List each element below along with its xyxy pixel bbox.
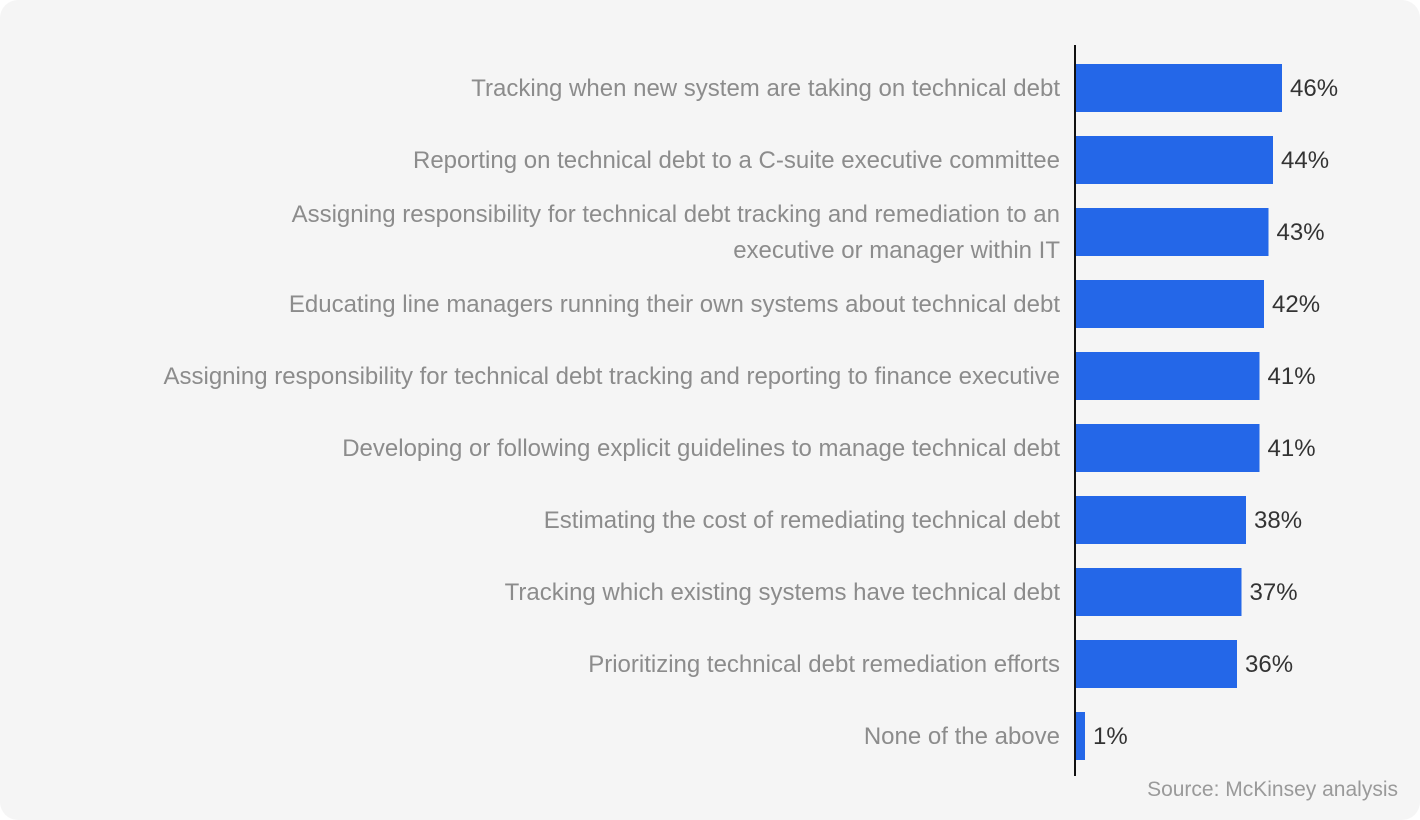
bar xyxy=(1075,280,1264,328)
data-label: 1% xyxy=(1093,723,1128,750)
bar xyxy=(1075,208,1269,256)
bar xyxy=(1075,64,1282,112)
bar xyxy=(1075,712,1085,760)
category-label: Assigning responsibility for technical d… xyxy=(163,363,1060,390)
bar xyxy=(1075,568,1242,616)
data-label: 46% xyxy=(1290,75,1338,102)
category-label: Estimating the cost of remediating techn… xyxy=(544,507,1061,534)
category-label: Assigning responsibility for technical d… xyxy=(292,201,1060,228)
category-label: executive or manager within IT xyxy=(733,237,1060,264)
bar xyxy=(1075,352,1260,400)
category-label: Prioritizing technical debt remediation … xyxy=(588,651,1060,678)
data-label: 37% xyxy=(1250,579,1298,606)
data-label: 36% xyxy=(1245,651,1293,678)
category-label: Educating line managers running their ow… xyxy=(289,291,1060,318)
category-label: Developing or following explicit guideli… xyxy=(342,435,1060,462)
category-label: None of the above xyxy=(864,723,1060,750)
bar xyxy=(1075,424,1260,472)
bar xyxy=(1075,640,1237,688)
bar xyxy=(1075,496,1246,544)
category-label: Reporting on technical debt to a C-suite… xyxy=(413,147,1060,174)
data-label: 41% xyxy=(1268,435,1316,462)
data-label: 41% xyxy=(1268,363,1316,390)
data-label: 44% xyxy=(1281,147,1329,174)
data-label: 42% xyxy=(1272,291,1320,318)
bar xyxy=(1075,136,1273,184)
category-label: Tracking when new system are taking on t… xyxy=(471,75,1060,102)
data-label: 38% xyxy=(1254,507,1302,534)
data-label: 43% xyxy=(1277,219,1325,246)
source-note: Source: McKinsey analysis xyxy=(1147,778,1398,801)
category-label: Tracking which existing systems have tec… xyxy=(505,579,1061,606)
